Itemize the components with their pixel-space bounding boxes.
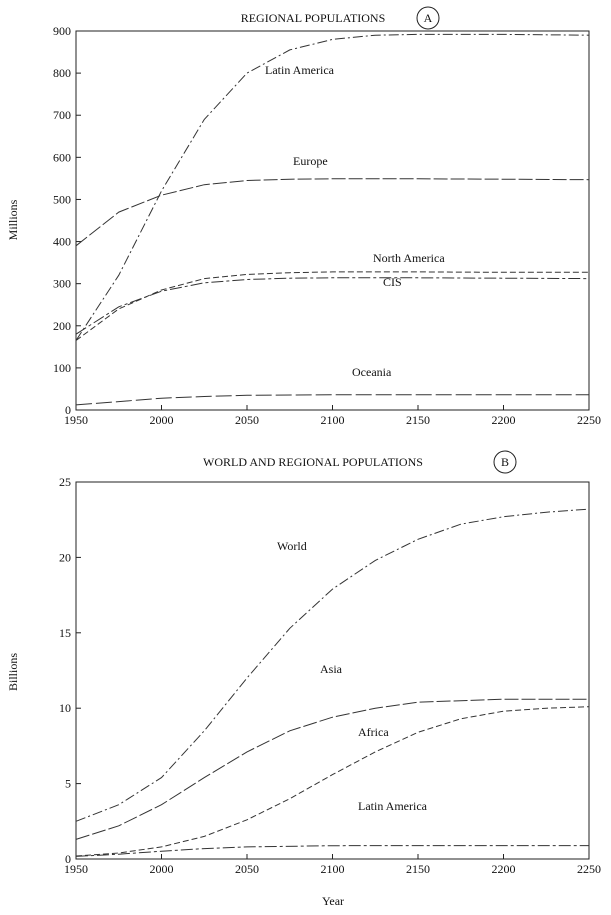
y-tick-label: 5 bbox=[65, 777, 71, 791]
y-tick-label: 20 bbox=[59, 550, 71, 564]
x-tick-label: 2150 bbox=[406, 862, 430, 876]
panel-badge-label: B bbox=[501, 455, 509, 469]
panel-badge: A bbox=[416, 6, 440, 30]
panel-badge-label: A bbox=[424, 11, 433, 25]
y-tick-label: 300 bbox=[53, 277, 71, 291]
x-tick-label: 2050 bbox=[235, 413, 259, 427]
x-tick-label: 2050 bbox=[235, 862, 259, 876]
x-tick-label: 2250 bbox=[577, 862, 601, 876]
y-tick-label: 200 bbox=[53, 319, 71, 333]
x-tick-label: 2200 bbox=[492, 413, 516, 427]
x-axis-label: Year bbox=[322, 894, 344, 908]
series-label-cis: CIS bbox=[383, 275, 402, 289]
series-label-latin-america: Latin America bbox=[265, 63, 335, 77]
y-tick-label: 100 bbox=[53, 361, 71, 375]
series-labels: Latin America Europe North America CIS O… bbox=[265, 63, 445, 379]
x-tick-label: 2200 bbox=[492, 862, 516, 876]
y-tick-label: 25 bbox=[59, 475, 71, 489]
series-line-north-america bbox=[75, 271, 589, 341]
series-line-cis bbox=[75, 277, 590, 335]
series-label-europe: Europe bbox=[293, 154, 328, 168]
plot-frame bbox=[75, 30, 590, 411]
series-label-oceania: Oceania bbox=[352, 365, 392, 379]
chart-title: REGIONAL POPULATIONS bbox=[241, 11, 386, 25]
y-tick-label: 800 bbox=[53, 66, 71, 80]
y-ticks: 0 100 200 300 400 500 600 700 800 900 bbox=[53, 24, 81, 417]
series-label-africa: Africa bbox=[358, 725, 389, 739]
panel-badge-circle bbox=[416, 6, 440, 30]
y-tick-label: 600 bbox=[53, 150, 71, 164]
panel-badge: B bbox=[493, 450, 517, 474]
series-line-europe bbox=[75, 178, 590, 247]
x-tick-label: 2000 bbox=[150, 413, 174, 427]
y-tick-label: 0 bbox=[65, 403, 71, 417]
regional-populations-chart: REGIONAL POPULATIONS A Millions 1950 2000… bbox=[6, 6, 601, 427]
world-regional-populations-chart: WORLD AND REGIONAL POPULATIONS B Billion… bbox=[6, 450, 601, 908]
x-tick-label: 2000 bbox=[150, 862, 174, 876]
x-ticks: 1950 2000 2050 2100 2150 2200 2250 bbox=[64, 854, 601, 876]
y-tick-label: 900 bbox=[53, 24, 71, 38]
y-tick-label: 10 bbox=[59, 701, 71, 715]
x-tick-label: 2150 bbox=[406, 413, 430, 427]
series-line-asia bbox=[75, 698, 589, 840]
x-tick-label: 1950 bbox=[64, 862, 88, 876]
x-ticks: 1950 2000 2050 2100 2150 2200 2250 bbox=[64, 405, 601, 427]
y-tick-label: 0 bbox=[65, 852, 71, 866]
y-tick-label: 700 bbox=[53, 108, 71, 122]
y-axis-label: Millions bbox=[6, 199, 20, 240]
series-label-latin-america: Latin America bbox=[358, 799, 428, 813]
y-axis-label: Billions bbox=[6, 653, 20, 691]
series-line-latin-america bbox=[75, 845, 589, 857]
series-line-world bbox=[75, 508, 590, 822]
y-tick-label: 400 bbox=[53, 235, 71, 249]
panel-badge-circle bbox=[493, 450, 517, 474]
series-line-africa bbox=[75, 706, 590, 857]
x-tick-label: 2100 bbox=[321, 413, 345, 427]
series-labels: World Asia Africa Latin America bbox=[277, 539, 428, 813]
series-group bbox=[75, 33, 590, 406]
x-tick-label: 2100 bbox=[321, 862, 345, 876]
series-group bbox=[75, 508, 590, 857]
x-tick-label: 1950 bbox=[64, 413, 88, 427]
series-line-latin-america bbox=[75, 33, 590, 341]
chart-title: WORLD AND REGIONAL POPULATIONS bbox=[203, 455, 423, 469]
series-label-north-america: North America bbox=[373, 251, 445, 265]
y-tick-label: 15 bbox=[59, 626, 71, 640]
series-label-world: World bbox=[277, 539, 307, 553]
y-ticks: 0 5 10 15 20 25 bbox=[59, 475, 81, 866]
series-line-oceania bbox=[75, 394, 589, 406]
series-label-asia: Asia bbox=[320, 662, 343, 676]
x-tick-label: 2250 bbox=[577, 413, 601, 427]
y-tick-label: 500 bbox=[53, 192, 71, 206]
